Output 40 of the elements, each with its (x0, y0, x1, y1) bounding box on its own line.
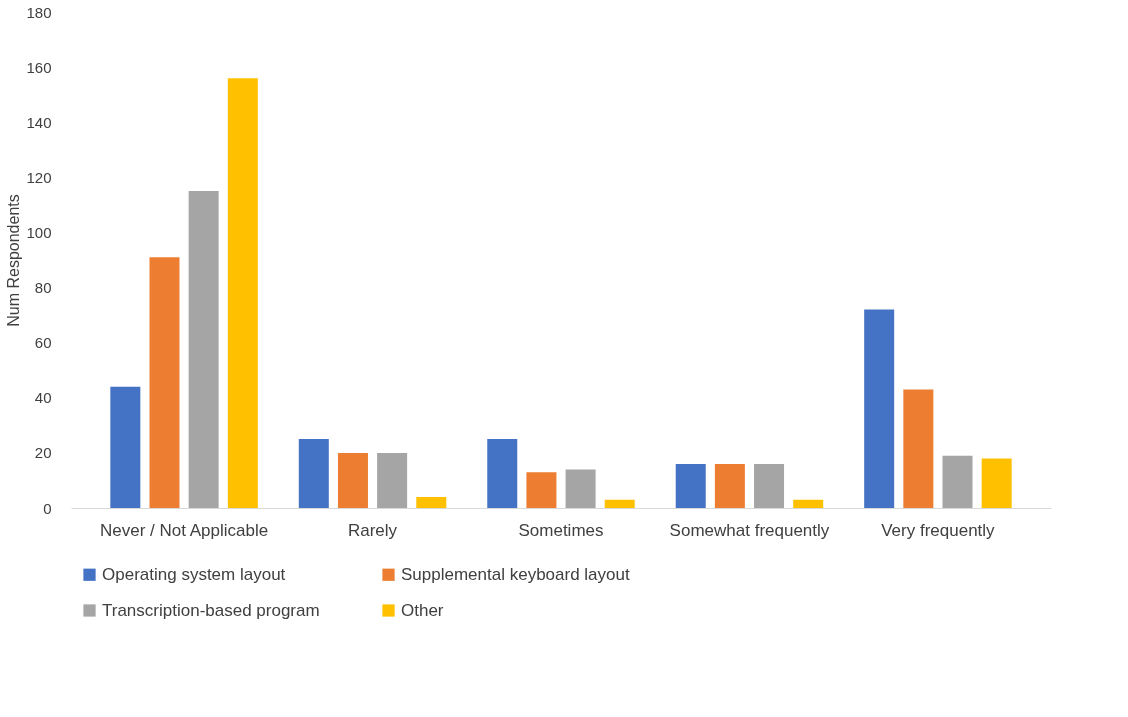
y-tick-label: 100 (26, 223, 52, 241)
y-tick-label: 0 (43, 499, 52, 517)
x-tick-label: Sometimes (518, 520, 604, 540)
y-tick-label: 60 (34, 334, 52, 352)
x-tick-label: Very frequently (881, 520, 996, 540)
x-tick-label: Never / Not Applicable (99, 520, 269, 540)
bar (416, 496, 447, 508)
legend-label: Supplemental keyboard layout (401, 564, 630, 584)
bar (604, 499, 635, 508)
bar (149, 257, 180, 508)
bar (864, 309, 895, 508)
bar (793, 499, 824, 508)
legend-label: Transcription-based program (102, 600, 320, 620)
bar (942, 455, 973, 508)
bar (298, 439, 329, 508)
bar (487, 439, 518, 508)
bar (903, 389, 934, 508)
bar (526, 472, 557, 508)
bar (714, 463, 745, 508)
y-tick-label: 120 (26, 168, 52, 186)
y-tick-label: 80 (34, 279, 52, 297)
y-tick-label: 20 (34, 444, 52, 462)
x-tick-label: Rarely (347, 520, 398, 540)
bar (754, 463, 785, 508)
legend-label: Operating system layout (102, 564, 286, 584)
bar (188, 191, 219, 508)
y-tick-label: 40 (34, 389, 52, 407)
bar (675, 463, 706, 508)
y-tick-label: 140 (26, 113, 52, 131)
x-tick-label: Somewhat frequently (669, 520, 830, 540)
bar (377, 452, 408, 508)
bar (110, 386, 141, 508)
bar (981, 458, 1012, 508)
y-axis-title: Num Respondents (5, 194, 23, 327)
y-tick-label: 160 (26, 58, 52, 76)
y-tick-label: 180 (26, 3, 52, 21)
bar (565, 469, 596, 508)
legend-label: Other (401, 600, 444, 620)
bar (227, 78, 258, 508)
bar (337, 452, 368, 508)
